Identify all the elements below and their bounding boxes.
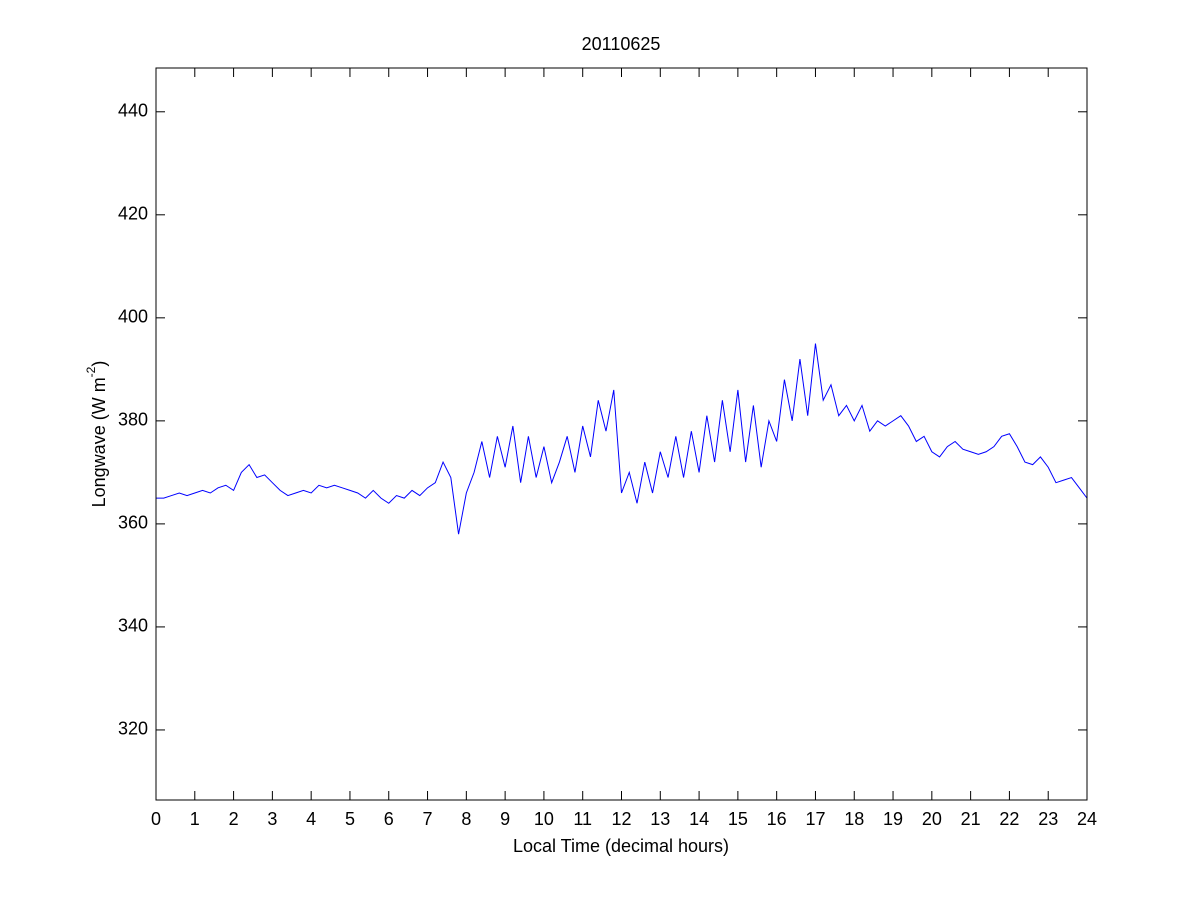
x-tick-label: 24	[1077, 809, 1097, 829]
x-tick-label: 17	[805, 809, 825, 829]
y-tick-label: 440	[118, 101, 148, 121]
x-tick-label: 15	[728, 809, 748, 829]
x-axis-label: Local Time (decimal hours)	[513, 836, 729, 856]
y-axis-label-text: Longwave (W m	[89, 377, 109, 507]
y-axis-label: Longwave (W m-2)	[84, 361, 109, 508]
x-tick-label: 5	[345, 809, 355, 829]
x-tick-label: 8	[461, 809, 471, 829]
chart-title: 20110625	[582, 34, 661, 54]
x-tick-label: 20	[922, 809, 942, 829]
y-axis-label-suffix: )	[89, 361, 109, 367]
y-tick-label: 380	[118, 410, 148, 430]
x-tick-label: 2	[229, 809, 239, 829]
x-tick-label: 0	[151, 809, 161, 829]
plot-area	[156, 343, 1088, 535]
x-tick-label: 3	[267, 809, 277, 829]
data-line	[156, 343, 1088, 535]
x-tick-label: 10	[534, 809, 554, 829]
x-tick-label: 7	[423, 809, 433, 829]
x-tick-label: 6	[384, 809, 394, 829]
x-tick-label: 4	[306, 809, 316, 829]
y-tick-label: 360	[118, 513, 148, 533]
y-tick-label: 340	[118, 616, 148, 636]
x-tick-label: 22	[999, 809, 1019, 829]
x-tick-label: 19	[883, 809, 903, 829]
x-tick-label: 23	[1038, 809, 1058, 829]
y-axis-label-superscript: -2	[84, 366, 98, 377]
x-tick-label: 9	[500, 809, 510, 829]
y-tick-label: 320	[118, 719, 148, 739]
y-tick-label: 420	[118, 204, 148, 224]
x-tick-label: 14	[689, 809, 709, 829]
x-tick-label: 11	[573, 809, 592, 829]
x-tick-label: 1	[190, 809, 200, 829]
y-tick-label: 400	[118, 307, 148, 327]
x-tick-label: 18	[844, 809, 864, 829]
x-tick-label: 21	[961, 809, 981, 829]
x-tick-label: 16	[767, 809, 787, 829]
x-tick-label: 13	[650, 809, 670, 829]
x-tick-label: 12	[611, 809, 631, 829]
